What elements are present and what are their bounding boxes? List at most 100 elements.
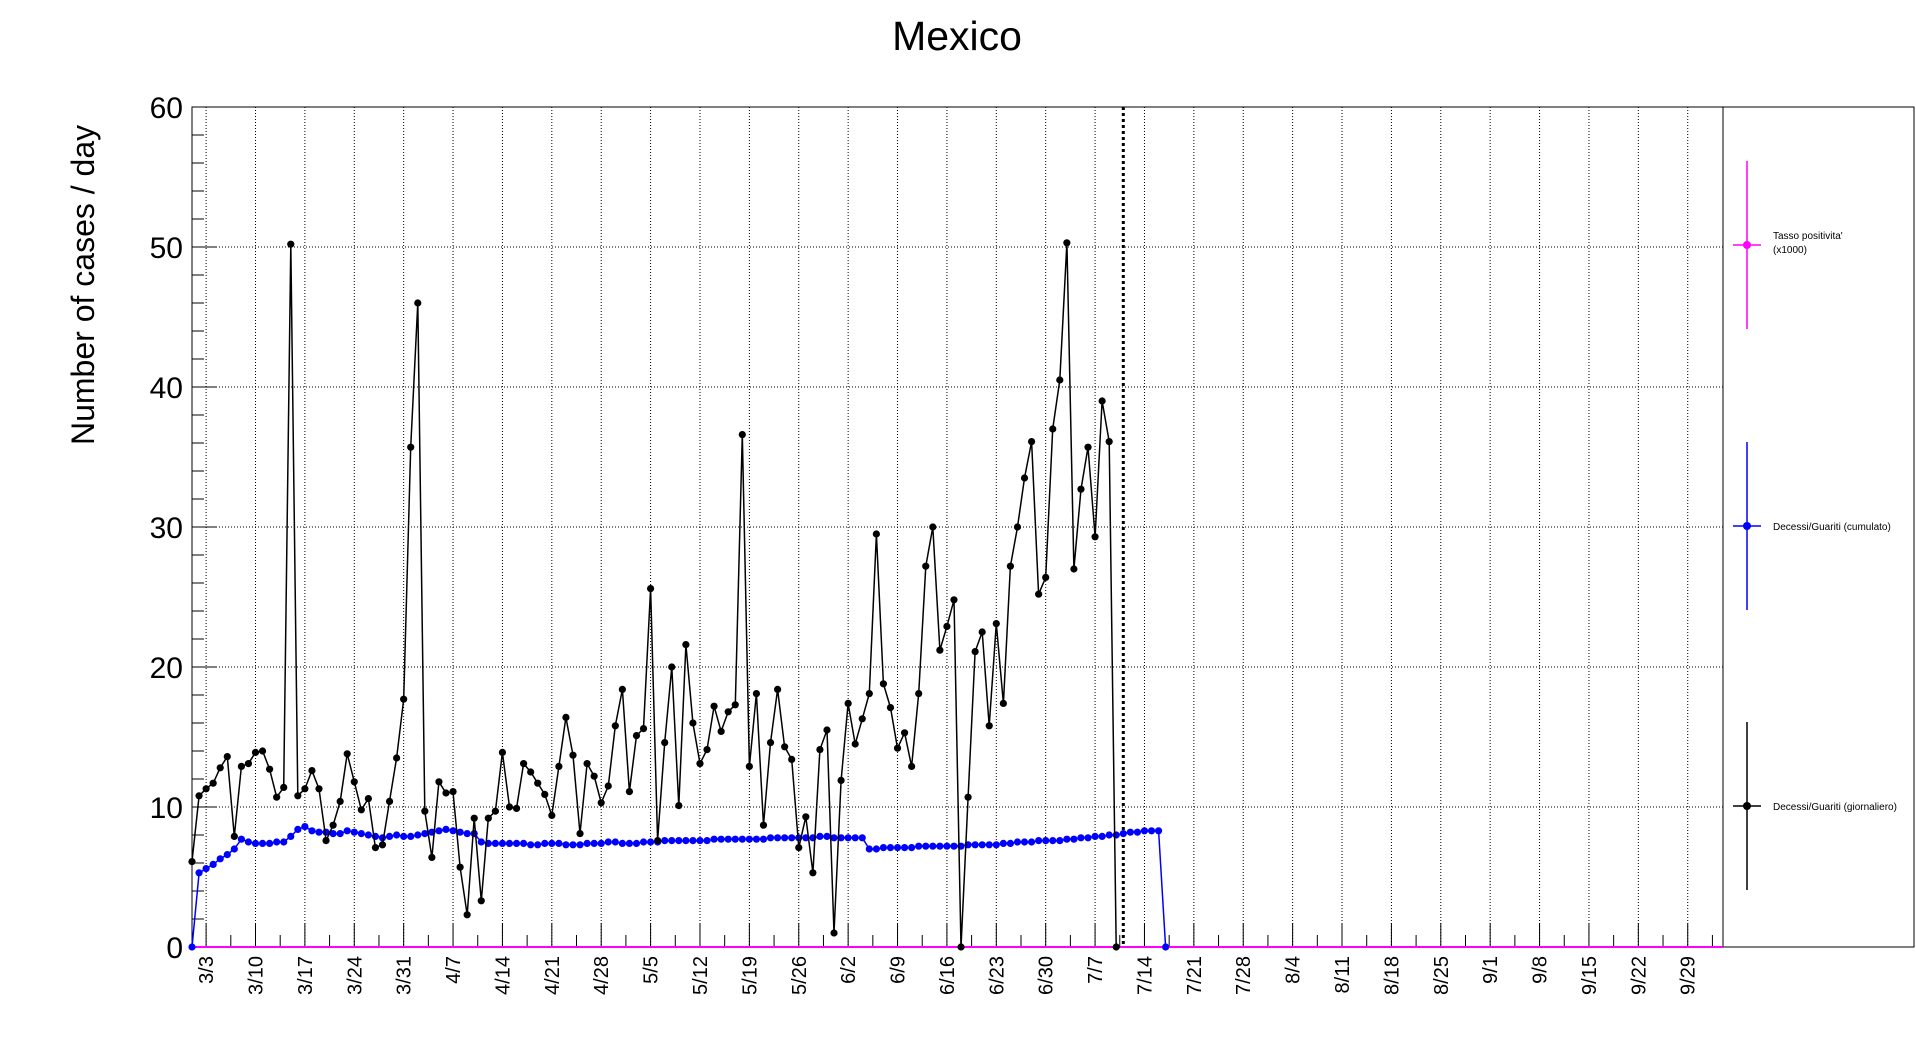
data-point bbox=[858, 715, 866, 723]
data-point bbox=[668, 837, 676, 845]
data-point bbox=[364, 831, 372, 839]
data-point bbox=[936, 646, 944, 654]
x-tick-label: 9/15 bbox=[1579, 956, 1601, 995]
data-point bbox=[188, 943, 196, 951]
data-point bbox=[1105, 831, 1113, 839]
chart-title: Mexico bbox=[892, 13, 1022, 59]
data-point bbox=[548, 839, 556, 848]
x-tick-label: 3/10 bbox=[245, 956, 267, 995]
legend-label-line2: (x1000) bbox=[1773, 245, 1807, 256]
data-point bbox=[999, 699, 1007, 708]
legend-marker bbox=[1743, 802, 1751, 810]
legend-label: Tasso positivita' bbox=[1773, 231, 1843, 242]
data-point bbox=[407, 832, 415, 841]
data-point bbox=[936, 842, 944, 850]
data-point bbox=[999, 839, 1007, 848]
data-point bbox=[1049, 837, 1057, 845]
data-point bbox=[407, 443, 415, 451]
series-line bbox=[191, 242, 1117, 948]
data-point bbox=[393, 831, 401, 839]
data-point bbox=[985, 722, 993, 730]
data-point bbox=[837, 834, 845, 842]
data-point bbox=[886, 704, 895, 712]
x-tick-label: 5/12 bbox=[690, 956, 712, 995]
legend-label: Decessi/Guariti (giornaliero) bbox=[1773, 802, 1897, 813]
x-tick-labels: 3/3 3/10 3/17 3/24 3/31 4/7 4/14 4/21 4/28 5/5 5/1… bbox=[196, 956, 1700, 995]
x-tick-label: 4/28 bbox=[591, 956, 613, 995]
data-point bbox=[1077, 834, 1085, 842]
data-point bbox=[816, 832, 824, 841]
data-point bbox=[385, 797, 394, 806]
x-tick-label: 9/29 bbox=[1678, 956, 1700, 995]
x-tick-label: 9/8 bbox=[1530, 956, 1552, 984]
data-point bbox=[922, 562, 930, 570]
data-point bbox=[675, 802, 683, 810]
x-tick-label: 6/30 bbox=[1036, 956, 1058, 995]
data-point bbox=[1091, 533, 1099, 541]
x-tick-label: 4/21 bbox=[542, 956, 564, 995]
data-point bbox=[223, 851, 231, 859]
data-point bbox=[1049, 425, 1057, 433]
x-tick-label: 5/19 bbox=[739, 956, 761, 995]
series-layer bbox=[188, 107, 1723, 951]
data-point bbox=[738, 431, 746, 439]
x-tick-label: 9/1 bbox=[1480, 956, 1502, 984]
data-point bbox=[266, 765, 274, 773]
data-point bbox=[943, 622, 951, 631]
data-point bbox=[1013, 523, 1022, 531]
data-point bbox=[865, 845, 873, 853]
data-point bbox=[1084, 834, 1092, 842]
data-point bbox=[308, 827, 316, 835]
legend: Tasso positivita' (x1000) Decessi/Guariti … bbox=[1733, 161, 1897, 890]
x-tick-label: 7/14 bbox=[1134, 956, 1156, 995]
data-point bbox=[336, 797, 344, 806]
y-tick-label: 60 bbox=[150, 92, 183, 125]
data-point bbox=[823, 832, 831, 841]
data-point bbox=[611, 838, 619, 846]
data-point bbox=[498, 748, 507, 757]
data-point bbox=[1006, 562, 1015, 570]
data-point bbox=[745, 835, 753, 843]
data-point bbox=[1006, 839, 1015, 848]
data-point bbox=[209, 860, 217, 869]
data-point bbox=[569, 751, 577, 759]
y-tick-labels: 0 10 20 30 40 50 60 bbox=[150, 92, 183, 965]
data-point bbox=[336, 830, 344, 838]
data-point bbox=[908, 844, 916, 852]
data-point bbox=[541, 790, 549, 799]
data-point bbox=[414, 831, 422, 839]
data-point bbox=[675, 837, 683, 845]
data-point bbox=[223, 753, 231, 761]
data-point bbox=[329, 821, 337, 829]
data-point bbox=[893, 844, 902, 852]
data-point bbox=[1105, 438, 1113, 446]
data-point bbox=[555, 839, 563, 848]
data-point bbox=[724, 708, 732, 716]
data-point bbox=[915, 690, 923, 698]
data-point bbox=[795, 844, 803, 852]
x-tick-label: 8/11 bbox=[1332, 956, 1354, 993]
data-point bbox=[477, 897, 485, 905]
data-point bbox=[900, 729, 909, 737]
data-point bbox=[1147, 827, 1156, 835]
data-point bbox=[1035, 837, 1043, 845]
data-point bbox=[463, 830, 471, 838]
data-point bbox=[237, 762, 245, 771]
data-point bbox=[830, 929, 838, 937]
data-point bbox=[195, 792, 203, 800]
x-tick-label: 8/4 bbox=[1283, 956, 1305, 984]
x-tick-label: 8/25 bbox=[1431, 956, 1453, 995]
data-point bbox=[421, 807, 429, 815]
data-point bbox=[1027, 838, 1036, 846]
data-point bbox=[470, 830, 478, 838]
data-point bbox=[1112, 943, 1120, 951]
data-point bbox=[773, 834, 782, 842]
data-point bbox=[294, 825, 302, 834]
data-point bbox=[1042, 837, 1050, 845]
data-point bbox=[618, 685, 626, 694]
x-tick-label: 9/22 bbox=[1628, 956, 1650, 995]
data-point bbox=[1042, 573, 1050, 582]
data-point bbox=[738, 835, 746, 843]
data-point bbox=[879, 844, 888, 852]
x-tick-label: 7/21 bbox=[1184, 956, 1206, 995]
